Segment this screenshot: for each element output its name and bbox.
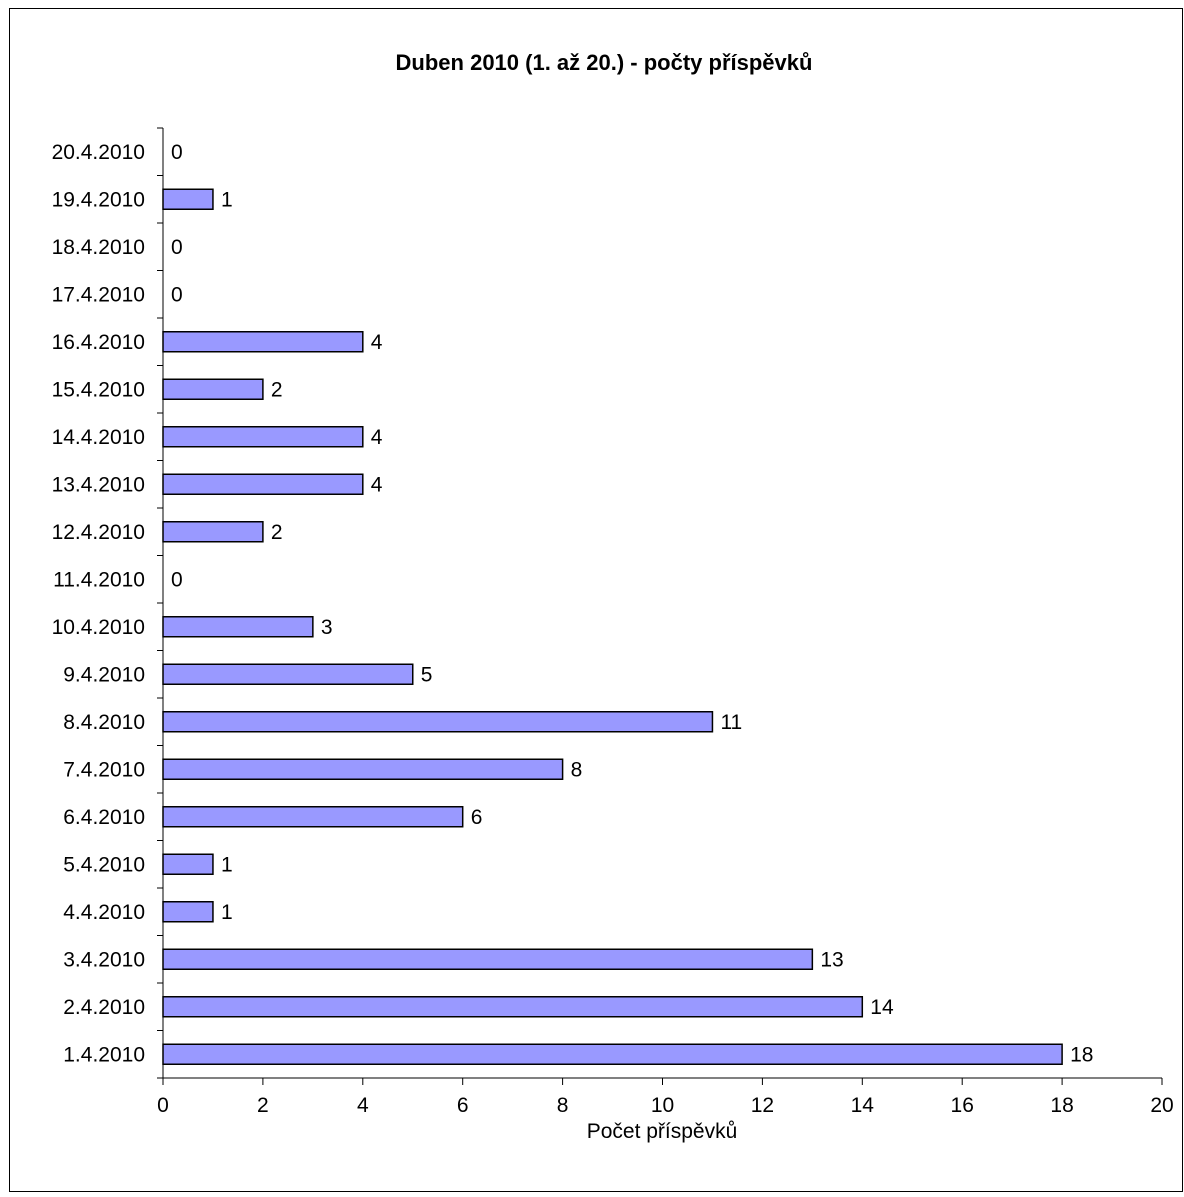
bar xyxy=(162,378,264,400)
data-label: 14 xyxy=(870,996,894,1019)
bar xyxy=(162,331,364,353)
chart-title: Duben 2010 (1. až 20.) - počty příspěvků xyxy=(396,50,813,75)
labels: 0 2 4 6 8 10 12 14 16 18 201.4.2010 182.4.2010 143.4… xyxy=(52,141,1174,1117)
y-tick-label: 19.4.2010 xyxy=(52,188,145,211)
data-label: 4 xyxy=(371,473,383,496)
y-tick-label: 11.4.2010 xyxy=(53,568,145,591)
y-tick-label: 17.4.2010 xyxy=(52,283,145,306)
y-tick-label: 3.4.2010 xyxy=(63,948,145,971)
x-tick-label: 4 xyxy=(357,1094,369,1117)
data-label: 13 xyxy=(820,948,843,971)
data-label: 4 xyxy=(371,426,383,449)
data-label: 2 xyxy=(271,378,283,401)
y-tick-label: 20.4.2010 xyxy=(52,141,145,164)
y-tick-label: 7.4.2010 xyxy=(63,758,145,781)
y-tick-label: 8.4.2010 xyxy=(63,711,145,734)
bar xyxy=(162,188,214,210)
y-tick-label: 10.4.2010 xyxy=(52,616,145,639)
y-tick-label: 14.4.2010 xyxy=(52,426,145,449)
data-label: 11 xyxy=(720,711,742,734)
bar xyxy=(162,711,714,733)
y-tick-label: 6.4.2010 xyxy=(63,806,145,829)
bars xyxy=(162,188,1063,1065)
axes xyxy=(157,127,1163,1085)
bar xyxy=(162,806,464,828)
data-label: 8 xyxy=(571,758,583,781)
data-label: 6 xyxy=(471,806,483,829)
bar xyxy=(162,1043,1063,1065)
data-label: 1 xyxy=(221,188,233,211)
y-tick-label: 16.4.2010 xyxy=(52,331,145,354)
bar xyxy=(162,426,364,448)
bar xyxy=(162,901,214,923)
y-tick-label: 4.4.2010 xyxy=(63,901,145,924)
x-tick-label: 2 xyxy=(257,1094,269,1117)
x-tick-label: 0 xyxy=(157,1094,169,1117)
x-tick-label: 16 xyxy=(951,1094,974,1117)
data-label: 1 xyxy=(221,901,233,924)
bar xyxy=(162,758,564,780)
data-label: 0 xyxy=(171,141,183,164)
y-tick-label: 18.4.2010 xyxy=(52,236,145,259)
x-tick-label: 6 xyxy=(457,1094,469,1117)
data-label: 0 xyxy=(171,283,183,306)
data-label: 0 xyxy=(171,236,183,259)
y-tick-label: 12.4.2010 xyxy=(52,521,145,544)
x-tick-label: 14 xyxy=(851,1094,875,1117)
data-label: 1 xyxy=(221,853,233,876)
x-tick-label: 10 xyxy=(651,1094,674,1117)
data-label: 3 xyxy=(321,616,333,639)
x-tick-label: 18 xyxy=(1050,1094,1073,1117)
data-label: 2 xyxy=(271,521,283,544)
bar xyxy=(162,948,814,970)
data-label: 5 xyxy=(421,663,433,686)
x-tick-label: 8 xyxy=(557,1094,569,1117)
bar xyxy=(162,663,414,685)
bar xyxy=(162,473,364,495)
x-tick-label: 12 xyxy=(751,1094,774,1117)
bar xyxy=(162,996,864,1018)
y-tick-label: 9.4.2010 xyxy=(63,663,145,686)
bar xyxy=(162,616,314,638)
data-label: 0 xyxy=(171,568,183,591)
x-axis-title: Počet příspěvků xyxy=(587,1120,738,1143)
data-label: 4 xyxy=(371,331,383,354)
bar xyxy=(162,521,264,543)
data-label: 18 xyxy=(1070,1043,1093,1066)
y-tick-label: 5.4.2010 xyxy=(63,853,145,876)
y-tick-label: 2.4.2010 xyxy=(63,996,145,1019)
y-tick-label: 15.4.2010 xyxy=(52,378,145,401)
bar xyxy=(162,853,214,875)
x-tick-label: 20 xyxy=(1150,1094,1173,1117)
y-tick-label: 1.4.2010 xyxy=(63,1043,145,1066)
y-tick-label: 13.4.2010 xyxy=(52,473,145,496)
